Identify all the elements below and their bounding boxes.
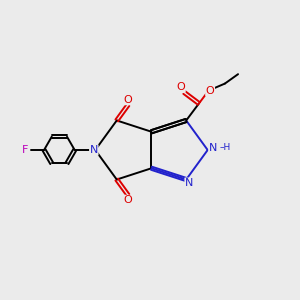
Text: –H: –H bbox=[220, 143, 231, 152]
Text: O: O bbox=[124, 195, 132, 205]
Text: N: N bbox=[185, 178, 193, 188]
Text: O: O bbox=[124, 95, 132, 105]
Text: N: N bbox=[209, 142, 217, 153]
Text: O: O bbox=[176, 82, 185, 92]
Text: F: F bbox=[22, 145, 29, 155]
Text: O: O bbox=[206, 85, 214, 95]
Text: N: N bbox=[90, 145, 98, 155]
